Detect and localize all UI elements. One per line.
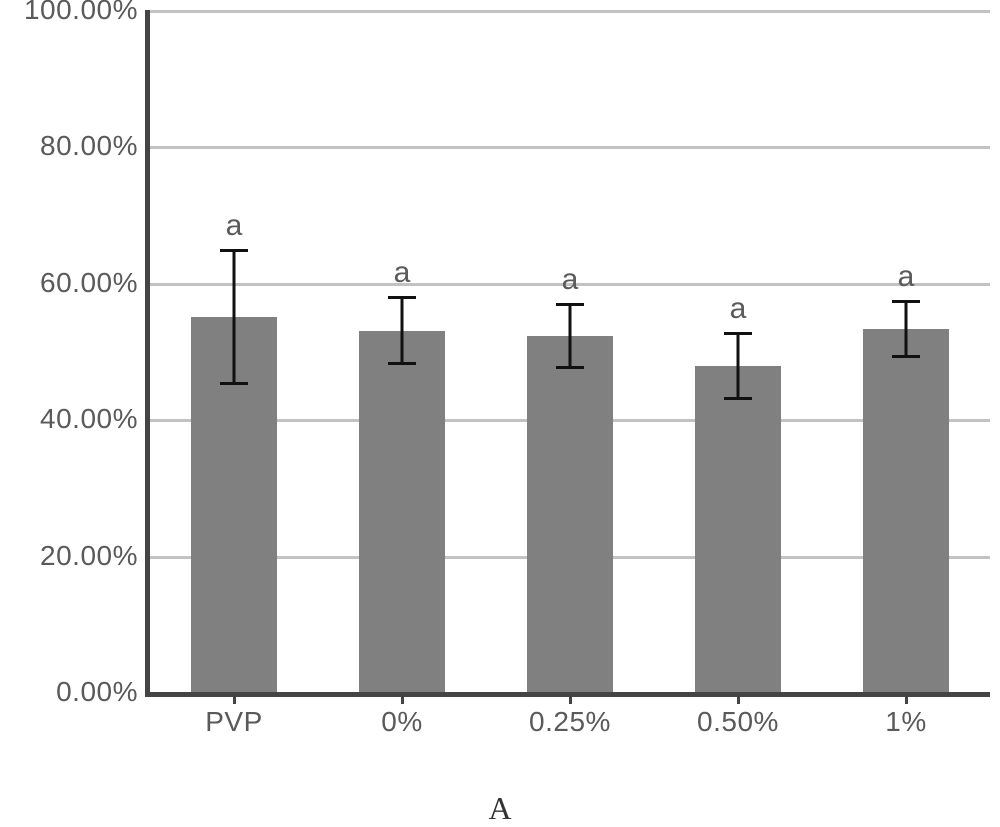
y-axis-tick-label: 100.00% <box>24 0 138 26</box>
x-axis-label: PVP <box>205 706 263 738</box>
error-bar <box>220 249 248 385</box>
gridline <box>150 146 990 149</box>
x-axis-tick <box>737 692 740 704</box>
x-axis-label: 1% <box>885 706 926 738</box>
x-axis-tick <box>569 692 572 704</box>
x-axis-label: 0% <box>381 706 422 738</box>
data-bar <box>527 336 613 692</box>
error-bar <box>388 296 416 364</box>
plot-area: 0.00%20.00%40.00%60.00%80.00%100.00%aPVP… <box>145 10 990 697</box>
data-bar <box>359 331 445 692</box>
y-axis-tick-label: 20.00% <box>40 540 138 572</box>
x-axis-tick <box>401 692 404 704</box>
chart-container: 0.00% 20.00% 40.00% 60.00% 80.00% 100.00% a PVP… <box>0 0 1000 826</box>
y-axis-tick-label: 60.00% <box>40 267 138 299</box>
error-bar <box>724 332 752 400</box>
data-bar <box>695 366 781 692</box>
error-bar <box>556 303 584 368</box>
significance-label: a <box>394 256 411 290</box>
chart-caption: A <box>488 790 511 827</box>
y-axis-tick-label: 80.00% <box>40 130 138 162</box>
significance-label: a <box>226 209 243 243</box>
x-axis-tick <box>905 692 908 704</box>
y-axis-tick-label: 40.00% <box>40 403 138 435</box>
error-bar <box>892 300 920 359</box>
significance-label: a <box>898 260 915 294</box>
x-axis-tick <box>233 692 236 704</box>
x-axis-label: 0.25% <box>529 706 611 738</box>
data-bar <box>863 329 949 692</box>
x-axis-label: 0.50% <box>697 706 779 738</box>
y-axis-tick-label: 0.00% <box>56 676 138 708</box>
gridline <box>150 10 990 13</box>
significance-label: a <box>730 292 747 326</box>
significance-label: a <box>562 263 579 297</box>
